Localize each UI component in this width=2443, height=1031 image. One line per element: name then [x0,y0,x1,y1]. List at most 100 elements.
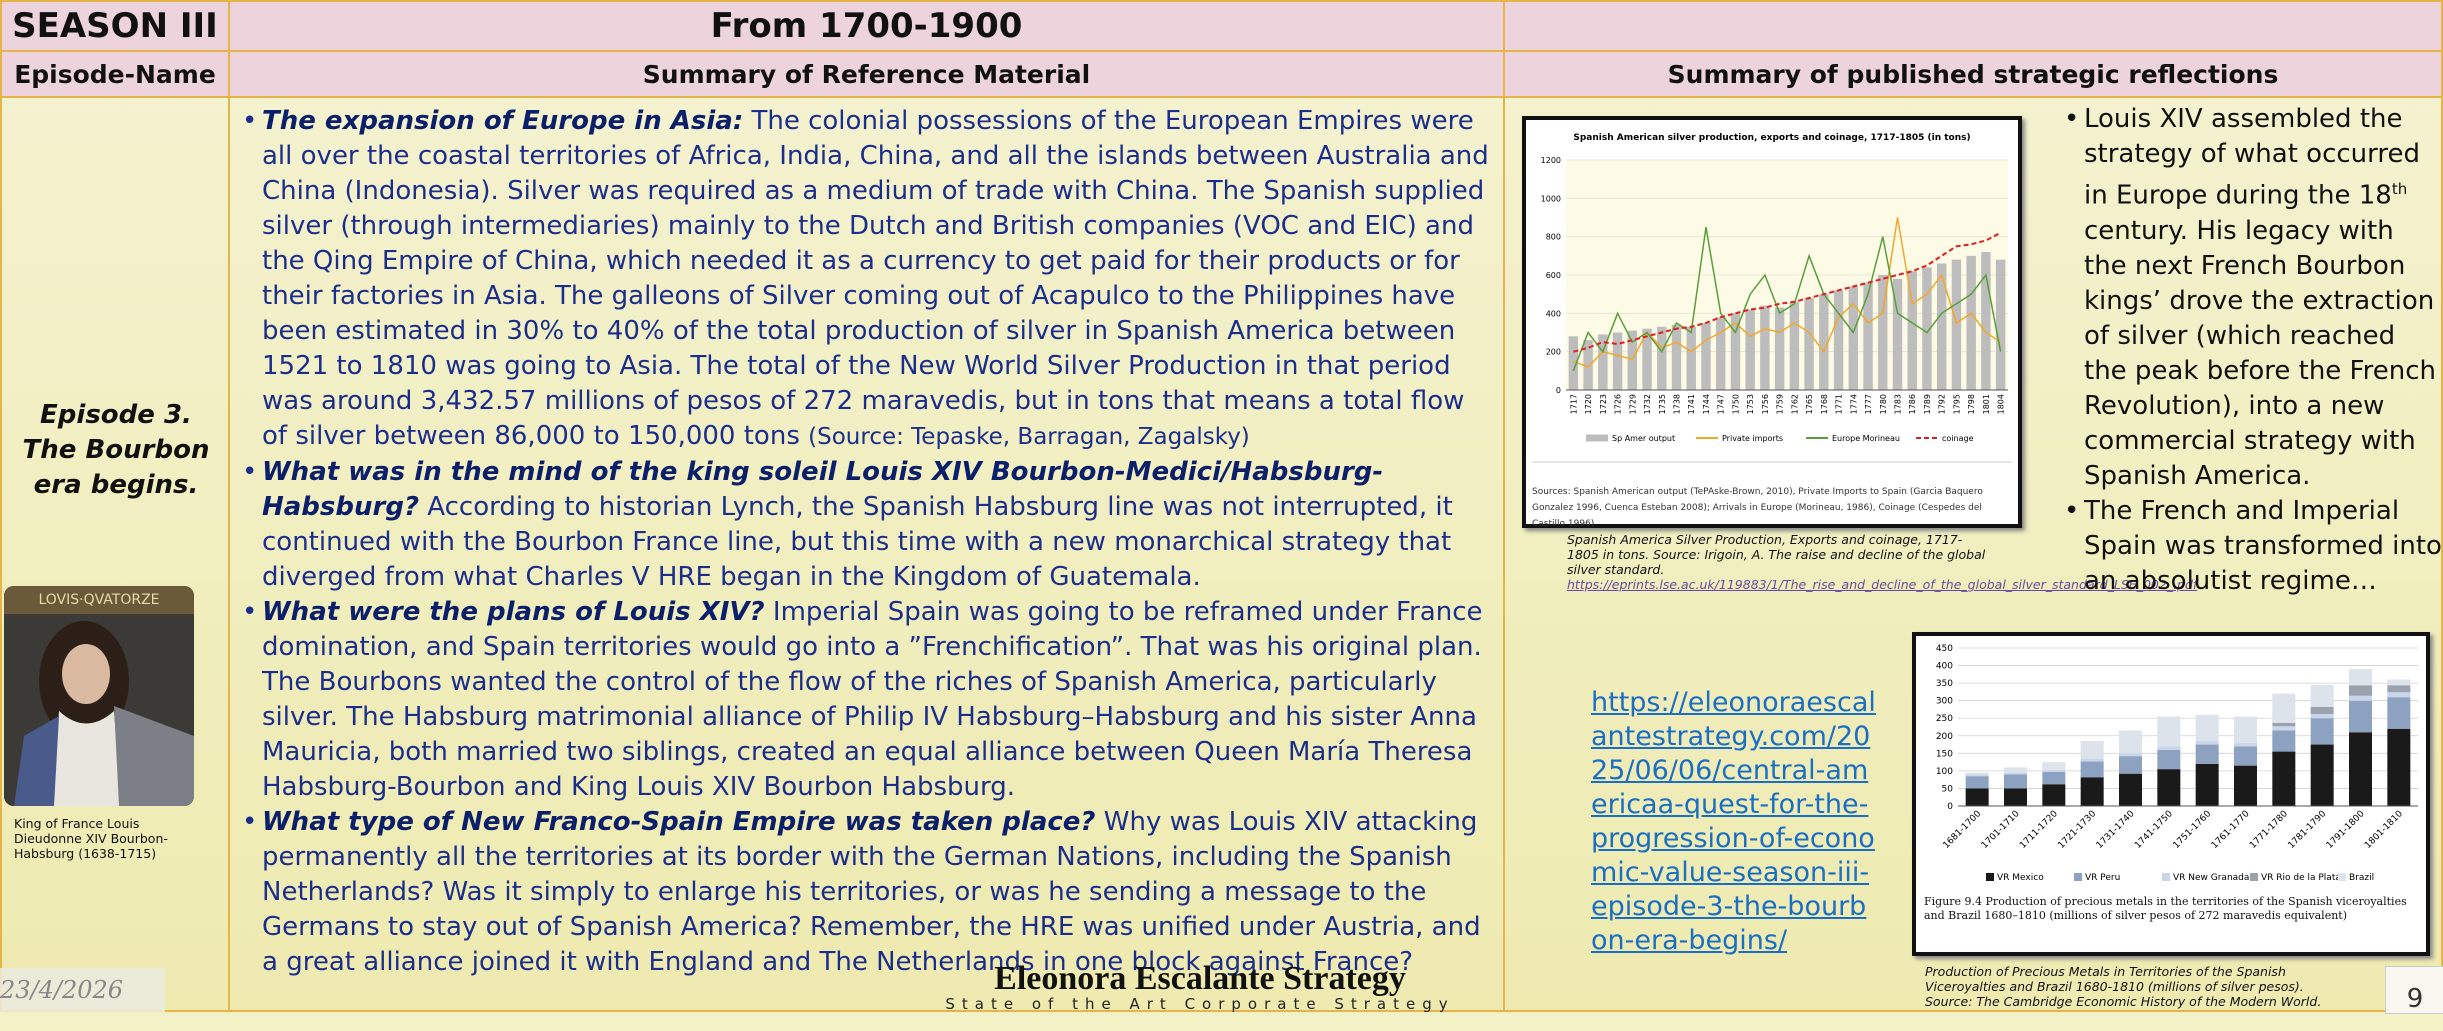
bullet-text: century. His legacy with the next French… [2084,216,2436,491]
bar [1966,256,1975,390]
x-tick-label: 1723 [1599,394,1608,414]
bar-segment [2196,715,2219,741]
y-tick-label: 200 [1936,732,1953,742]
slide: SEASON III From 1700-1900 Episode-Name S… [0,0,2443,1012]
legend-label: VR Rio de la Plata [2261,873,2341,883]
silver-chart: Spanish American silver production, expo… [1526,120,2018,480]
bullet: What type of New Franco-Spain Empire was… [240,805,1497,980]
x-tick-label: 1741 [1687,394,1696,414]
column-header: Summary of Reference Material [228,50,1505,98]
bar-segment [2349,669,2372,685]
caption-text: Spanish America Silver Production, Expor… [1567,532,1985,577]
bar-segment [2157,750,2180,769]
bar [1775,308,1784,390]
link-block: https://eleonoraescalantestrategy.com/20… [1591,686,1881,958]
x-tick-label: 1771 [1835,394,1844,414]
x-tick-label: 1744 [1702,394,1711,414]
x-tick-label: 1756 [1761,394,1770,414]
legend-label: VR Mexico [1997,873,2044,883]
bar-segment [2272,726,2295,730]
reflections-cell: Spanish American silver production, expo… [1503,96,2443,1012]
bar-segment [2004,767,2027,772]
chart-title: Spanish American silver production, expo… [1573,133,1970,143]
bullet-source: (Source: Tepaske, Barragan, Zagalsky) [808,424,1250,450]
bar-segment [2272,694,2295,723]
bar-segment [2272,731,2295,752]
y-tick-label: 1200 [1541,156,1561,165]
bar-segment [2311,714,2334,718]
bar-segment [2234,746,2257,765]
bar-segment [2311,718,2334,744]
bar-segment [2311,707,2334,714]
y-tick-label: 400 [1546,309,1561,318]
bar [1996,260,2005,390]
legend-label: Private imports [1722,434,1783,443]
x-tick-label: 1798 [1967,394,1976,414]
bar-segment [2196,745,2219,764]
page-number: 9 [2385,966,2443,1014]
bar [1849,287,1858,391]
x-tick-label: 1762 [1790,394,1799,414]
legend-swatch [2338,873,2346,881]
bar [1952,260,1961,390]
bar-segment [2349,696,2372,701]
legend-swatch [2162,873,2170,881]
x-tick-label: 1765 [1805,394,1814,414]
x-tick-label: 1795 [1952,394,1961,414]
bar-segment [2042,784,2065,806]
legend-label: Europe Morineau [1832,434,1900,443]
bar [1804,298,1813,390]
bullet-text: The colonial possessions of the European… [262,106,1489,451]
bar [1672,325,1681,390]
portrait-inscription: LOVIS·QVATORZE [38,592,159,608]
bar-segment [1966,776,1989,788]
bar-segment [2349,701,2372,733]
bar-segment [2349,732,2372,806]
bar [1981,252,1990,390]
bar-segment [2234,743,2257,747]
figure-title: Figure 9.4 Production of precious metals… [1916,895,2426,923]
metals-chart: 0501001502002503003504004501681-17001701… [1916,636,2426,891]
y-tick-label: 100 [1936,767,1953,777]
bar-segment [2387,680,2410,686]
episode-name: Episode 3. The Bourbon era begins. [10,398,222,503]
y-tick-label: 600 [1546,271,1561,280]
bullet-lead: The expansion of Europe in Asia: [262,106,743,136]
bar-segment [2004,774,2027,788]
x-tick-label: 1732 [1643,394,1652,414]
x-tick-label: 1804 [1997,394,2006,414]
brand: Eleonora Escalante Strategy [900,960,1500,998]
y-tick-label: 0 [1947,802,1953,812]
bullet-lead: What were the plans of Louis XIV? [262,597,765,627]
bar-segment [2311,685,2334,707]
bar-segment [2004,773,2027,775]
y-tick-label: 350 [1936,679,1953,689]
bar-segment [2272,723,2295,727]
y-tick-label: 200 [1546,348,1561,357]
bullet-text: Louis XIV assembled the strategy of what… [2084,104,2420,211]
bar-segment [2119,756,2142,774]
bar [1937,264,1946,391]
legend-label: Sp Amer output [1612,434,1675,443]
y-tick-label: 250 [1936,714,1953,724]
column-header: Episode-Name [0,50,230,98]
figure-sources: Sources: Spanish American output (TePAsk… [1526,484,2018,532]
header-blank [1503,0,2443,52]
bullet-lead: What type of New Franco-Spain Empire was… [262,807,1096,837]
article-link[interactable]: https://eleonoraescalantestrategy.com/20… [1591,687,1876,956]
bar [1863,283,1872,390]
x-tick-label: 1801 [1982,394,1991,414]
legend-label: Brazil [2349,873,2374,883]
bar-segment [2081,761,2104,777]
bar-segment [2196,764,2219,806]
bullet: What were the plans of Louis XIV? Imperi… [240,595,1497,805]
bar [1790,302,1799,390]
bar-segment [2196,741,2219,745]
x-tick-label: 1738 [1673,394,1682,414]
figure-caption: Spanish America Silver Production, Expor… [1567,532,1987,592]
y-tick-label: 50 [1942,784,1954,794]
bullet-text: Imperial Spain was going to be reframed … [262,597,1483,802]
bar-segment [2081,741,2104,759]
figure-caption: Production of Precious Metals in Territo… [1925,964,2345,1009]
bar [1760,306,1769,390]
